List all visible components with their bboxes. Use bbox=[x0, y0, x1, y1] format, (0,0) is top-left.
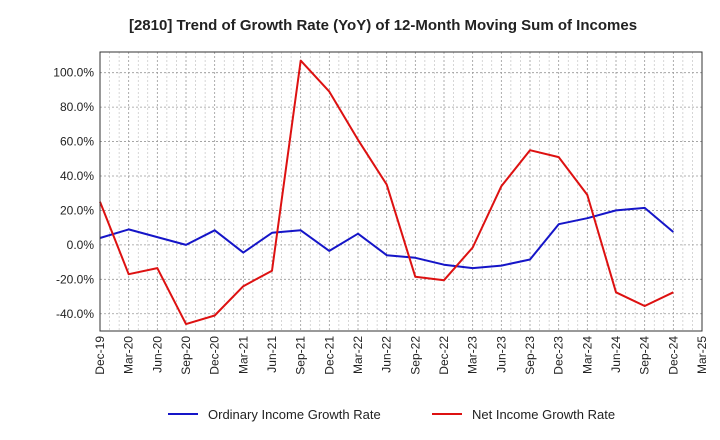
series-line-net-income bbox=[99, 59, 674, 326]
y-tick-label: -20.0% bbox=[56, 272, 94, 286]
x-tick-label: Sep-21 bbox=[294, 336, 308, 375]
y-tick-label: 100.0% bbox=[53, 66, 94, 80]
x-axis: Dec-19 Mar-20 Jun-20 Sep-20 Dec-20 Mar-21 Jun-… bbox=[93, 336, 709, 375]
y-tick-label: -40.0% bbox=[56, 307, 94, 321]
x-tick-label: Mar-25 bbox=[695, 336, 709, 374]
legend-label: Net Income Growth Rate bbox=[472, 407, 615, 422]
chart-title: [2810] Trend of Growth Rate (YoY) of 12-… bbox=[129, 17, 637, 34]
y-axis: -40.0% -20.0% 0.0% 20.0% 40.0% 60.0% 80.0% 100.… bbox=[53, 66, 94, 321]
y-tick-label: 20.0% bbox=[60, 203, 94, 217]
x-tick-label: Dec-24 bbox=[666, 336, 680, 375]
x-tick-label: Mar-20 bbox=[122, 336, 136, 374]
y-tick-label: 40.0% bbox=[60, 169, 94, 183]
x-tick-label: Dec-23 bbox=[552, 336, 566, 375]
grid bbox=[99, 52, 703, 331]
plot-frame bbox=[99, 51, 703, 332]
y-tick-label: 60.0% bbox=[60, 135, 94, 149]
legend-label: Ordinary Income Growth Rate bbox=[208, 407, 381, 422]
y-tick-label: 0.0% bbox=[67, 238, 95, 252]
x-tick-label: Jun-20 bbox=[150, 336, 164, 373]
x-tick-label: Sep-24 bbox=[638, 336, 652, 375]
series-line-ordinary-income bbox=[99, 206, 674, 270]
x-tick-label: Jun-24 bbox=[609, 336, 623, 373]
x-tick-label: Jun-23 bbox=[494, 336, 508, 373]
x-tick-label: Mar-21 bbox=[236, 336, 250, 374]
x-tick-label: Jun-21 bbox=[265, 336, 279, 373]
y-tick-label: 80.0% bbox=[60, 100, 94, 114]
x-tick-label: Sep-20 bbox=[179, 336, 193, 375]
x-tick-label: Jun-22 bbox=[380, 336, 394, 373]
series-lines bbox=[99, 59, 674, 326]
x-tick-label: Sep-22 bbox=[408, 336, 422, 375]
legend: Ordinary Income Growth Rate Net Income Gr… bbox=[168, 407, 615, 422]
x-tick-label: Dec-19 bbox=[93, 336, 107, 375]
x-tick-label: Mar-23 bbox=[466, 336, 480, 374]
x-tick-label: Mar-22 bbox=[351, 336, 365, 374]
x-tick-label: Sep-23 bbox=[523, 336, 537, 375]
x-tick-label: Mar-24 bbox=[580, 336, 594, 374]
x-tick-label: Dec-21 bbox=[322, 336, 336, 375]
x-tick-label: Dec-22 bbox=[437, 336, 451, 375]
x-tick-label: Dec-20 bbox=[208, 336, 222, 375]
